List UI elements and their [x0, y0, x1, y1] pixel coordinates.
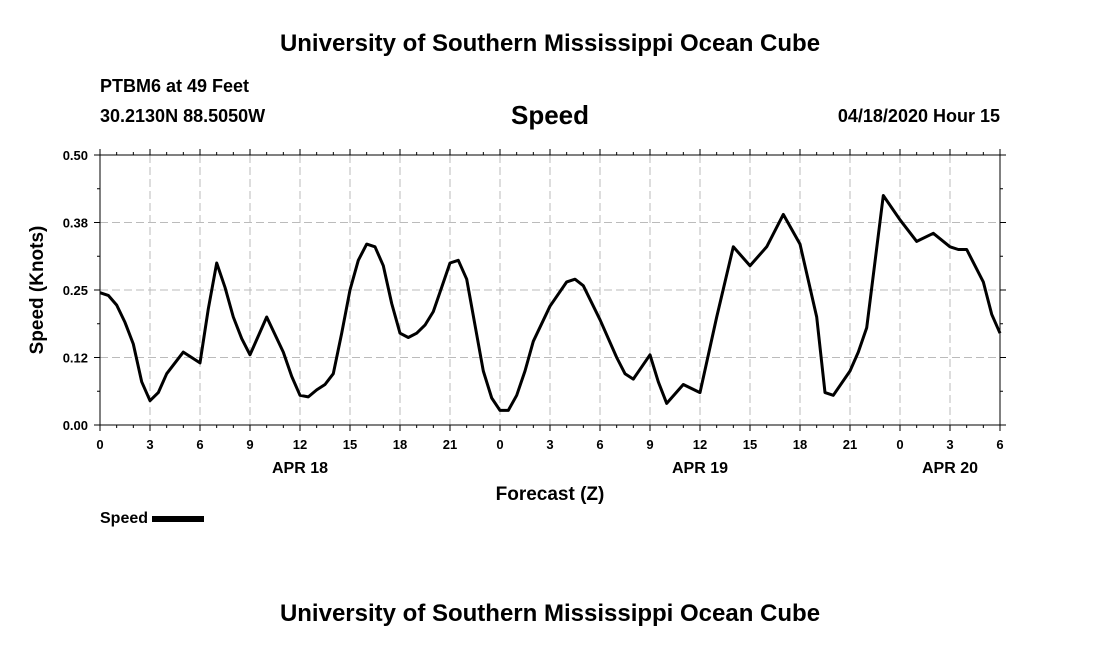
forecast-datetime: 04/18/2020 Hour 15	[837, 106, 1000, 126]
y-axis-label: Speed (Knots)	[27, 226, 48, 355]
date-label: APR 20	[922, 460, 978, 477]
x-tick-label: 12	[693, 437, 707, 452]
x-tick-label: 0	[96, 437, 103, 452]
x-tick-label: 21	[443, 437, 457, 452]
station-coordinates: 30.2130N 88.5050W	[100, 106, 266, 126]
legend-line-swatch	[152, 515, 205, 522]
x-tick-label: 3	[146, 437, 153, 452]
x-tick-label: 6	[996, 437, 1003, 452]
chart-bottom-title: University of Southern Mississippi Ocean…	[279, 600, 821, 627]
chart-title: Speed	[510, 100, 590, 130]
x-tick-label: 3	[546, 437, 553, 452]
x-tick-label: 12	[293, 437, 307, 452]
x-tick-label: 0	[496, 437, 503, 452]
x-tick-label: 9	[246, 437, 253, 452]
x-tick-label: 3	[946, 437, 953, 452]
x-axis-label: Forecast (Z)	[496, 484, 605, 505]
date-label: APR 18	[272, 460, 328, 477]
grid-layer	[100, 155, 1000, 425]
x-tick-label: 0	[896, 437, 903, 452]
tick-layer	[94, 149, 1006, 431]
x-tick-label: 6	[596, 437, 603, 452]
x-tick-label: 18	[793, 437, 807, 452]
y-tick-label: 0.00	[63, 418, 88, 433]
x-tick-label: 15	[743, 437, 757, 452]
station-label: PTBM6 at 49 Feet	[100, 76, 250, 96]
x-tick-label: 9	[646, 437, 653, 452]
x-tick-label: 21	[843, 437, 857, 452]
y-tick-label: 0.12	[63, 351, 88, 366]
y-tick-label: 0.25	[63, 283, 88, 298]
x-tick-label: 6	[196, 437, 203, 452]
y-tick-label: 0.38	[63, 216, 88, 231]
y-tick-label: 0.50	[63, 148, 88, 163]
speed-series-line	[99, 194, 1002, 412]
chart-top-title: University of Southern Mississippi Ocean…	[279, 30, 821, 57]
legend-label: Speed	[100, 510, 149, 527]
x-tick-label: 18	[393, 437, 407, 452]
date-label: APR 19	[672, 460, 728, 477]
legend: Speed	[100, 510, 205, 528]
tick-label-layer: 0.00 0.12 0.25 0.38 0.50 0 3 6 9 12 15 18 21 0 3 6 9 12 15…	[63, 148, 1004, 477]
x-tick-label: 15	[343, 437, 357, 452]
